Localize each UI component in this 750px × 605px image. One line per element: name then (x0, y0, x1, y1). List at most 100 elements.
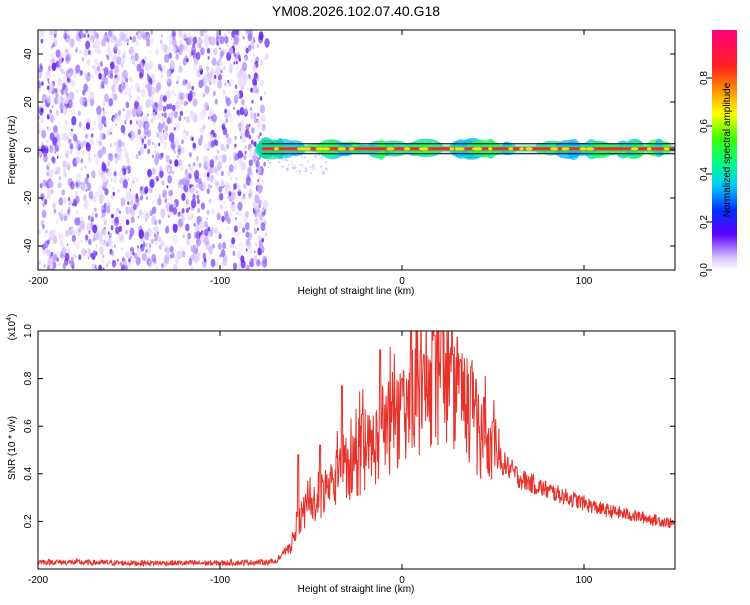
noise-blob (177, 148, 182, 156)
noise-blob (173, 150, 177, 155)
signal-peak (647, 147, 652, 151)
noise-blob (117, 258, 119, 262)
noise-blob (254, 194, 260, 204)
noise-blob (239, 130, 243, 136)
noise-blob (119, 210, 121, 214)
noise-blob (108, 153, 114, 162)
noise-blob (124, 119, 127, 124)
noise-blob (224, 82, 227, 87)
noise-blob (88, 155, 90, 159)
noise-blob (210, 134, 214, 139)
noise-blob (210, 36, 216, 46)
noise-blob (117, 139, 123, 148)
noise-blob (40, 107, 44, 113)
signal-scatter (301, 163, 304, 166)
noise-blob (177, 155, 179, 159)
heatmap-y-label: Frequency (Hz) (7, 116, 18, 185)
noise-blob (180, 185, 183, 189)
noise-blob (160, 208, 166, 218)
signal-peak (386, 147, 395, 151)
noise-blob (214, 74, 217, 79)
noise-blob (145, 242, 148, 248)
noise-blob (234, 193, 237, 198)
noise-blob (225, 132, 229, 138)
x-tick-label: 100 (576, 276, 593, 287)
noise-blob (113, 64, 120, 75)
noise-blob (90, 216, 94, 223)
noise-blob (136, 86, 141, 93)
noise-blob (63, 30, 68, 34)
noise-blob (105, 263, 109, 268)
noise-blob (199, 30, 205, 37)
noise-blob (249, 152, 253, 159)
noise-blob (102, 239, 107, 247)
noise-blob (145, 99, 151, 109)
noise-blob (233, 95, 239, 104)
noise-blob (140, 244, 143, 248)
noise-blob (244, 222, 250, 231)
noise-blob (146, 73, 149, 77)
noise-blob (85, 122, 91, 130)
noise-blob (86, 222, 92, 232)
noise-blob (101, 163, 107, 172)
noise-blob (122, 57, 125, 62)
noise-blob (99, 69, 102, 74)
noise-blob (185, 131, 189, 137)
noise-blob (116, 154, 120, 161)
noise-blob (50, 188, 54, 195)
noise-blob (235, 246, 237, 250)
noise-blob (179, 178, 183, 185)
x-tick-label: -200 (28, 575, 48, 586)
noise-blob (234, 36, 239, 45)
noise-blob (98, 73, 102, 80)
noise-blob (243, 138, 246, 144)
noise-blob (233, 61, 236, 65)
noise-blob (49, 236, 52, 241)
signal-peak (526, 147, 533, 151)
noise-blob (49, 263, 53, 270)
noise-blob (140, 88, 146, 98)
signal-scatter (281, 158, 284, 161)
noise-blob (72, 252, 76, 259)
noise-blob (242, 73, 249, 83)
signal-scatter (307, 159, 310, 162)
noise-blob (248, 258, 251, 263)
signal-scatter (321, 165, 324, 168)
noise-blob (119, 177, 123, 184)
noise-blob (233, 164, 237, 171)
noise-blob (212, 47, 218, 56)
noise-blob (253, 72, 258, 80)
noise-blob (122, 107, 125, 112)
noise-blob (167, 189, 172, 197)
noise-blob (177, 91, 183, 101)
signal-peak (449, 147, 455, 151)
noise-blob (217, 182, 219, 185)
noise-blob (149, 178, 155, 189)
snr-panel: -200 -100 0 100 0.2 0.4 0.6 0.8 1.0 Height of st… (6, 314, 676, 595)
noise-blob (96, 244, 98, 248)
noise-blob (172, 46, 177, 53)
noise-blob (165, 126, 169, 132)
noise-blob (169, 254, 172, 258)
signal-scatter (324, 160, 328, 163)
noise-blob (188, 206, 191, 210)
colorbar-tick-label: 0.0 (699, 263, 710, 277)
noise-blob (52, 261, 57, 269)
signal-scatter (287, 163, 290, 166)
noise-blob (189, 90, 193, 96)
noise-blob (89, 125, 93, 131)
snr-frame (37, 330, 676, 570)
noise-blob (263, 91, 266, 95)
noise-blob (211, 57, 217, 67)
noise-blob (151, 154, 155, 159)
noise-region (38, 30, 270, 270)
noise-blob (83, 33, 86, 39)
noise-blob (232, 250, 236, 256)
noise-blob (248, 192, 252, 199)
noise-blob (136, 95, 141, 103)
noise-blob (229, 63, 233, 71)
noise-blob (206, 70, 210, 77)
noise-blob (230, 176, 233, 181)
noise-blob (104, 188, 109, 196)
